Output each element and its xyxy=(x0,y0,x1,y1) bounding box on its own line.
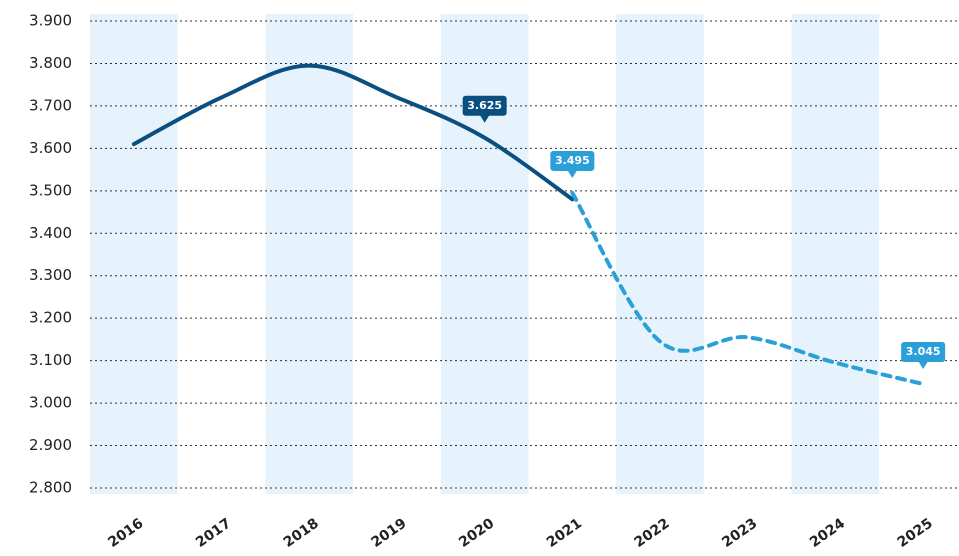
y-tick-label: 3.100 xyxy=(29,351,72,369)
value-label-box xyxy=(901,341,946,362)
y-tick-label: 3.200 xyxy=(29,309,72,327)
x-tick-label: 2016 xyxy=(105,515,146,550)
y-tick-label: 3.500 xyxy=(29,181,72,199)
x-tick-label: 2020 xyxy=(456,515,497,551)
y-tick-label: 3.300 xyxy=(29,266,72,284)
y-tick-label: 3.400 xyxy=(29,224,72,242)
y-tick-label: 2.900 xyxy=(29,436,72,454)
y-tick-label: 3.600 xyxy=(29,139,72,157)
x-tick-label: 2025 xyxy=(895,515,936,550)
y-tick-label: 2.800 xyxy=(29,479,72,497)
band-shade xyxy=(90,14,178,494)
value-label-text: 3.625 xyxy=(467,99,502,112)
line xyxy=(570,190,926,386)
line xyxy=(131,63,575,202)
band-shade xyxy=(791,14,880,494)
value-label-pointer xyxy=(567,169,578,178)
x-tick-label: 2018 xyxy=(281,515,322,550)
band-shade xyxy=(616,14,704,494)
band-shade xyxy=(265,14,354,494)
x-tick-label: 2017 xyxy=(193,515,234,550)
value-label: 3.045 xyxy=(901,341,946,369)
y-tick-label: 3.900 xyxy=(29,12,72,30)
value-label: 3.625 xyxy=(462,95,507,123)
y-tick-label: 3.000 xyxy=(29,394,72,412)
x-tick-label: 2024 xyxy=(807,515,848,551)
value-label-pointer xyxy=(479,114,490,123)
x-tick-label: 2021 xyxy=(544,515,585,550)
x-tick-label: 2019 xyxy=(368,515,409,550)
value-label: 3.495 xyxy=(550,150,595,178)
x-tick-label: 2023 xyxy=(719,515,760,550)
value-label-box xyxy=(462,95,507,116)
value-label-text: 3.045 xyxy=(906,345,941,358)
y-tick-label: 3.700 xyxy=(29,96,72,114)
value-label-text: 3.495 xyxy=(555,154,590,167)
x-tick-label: 2022 xyxy=(632,515,673,550)
value-label-pointer xyxy=(918,360,929,369)
y-tick-label: 3.800 xyxy=(29,54,72,72)
band-shade xyxy=(440,14,529,494)
value-label-box xyxy=(550,150,595,171)
